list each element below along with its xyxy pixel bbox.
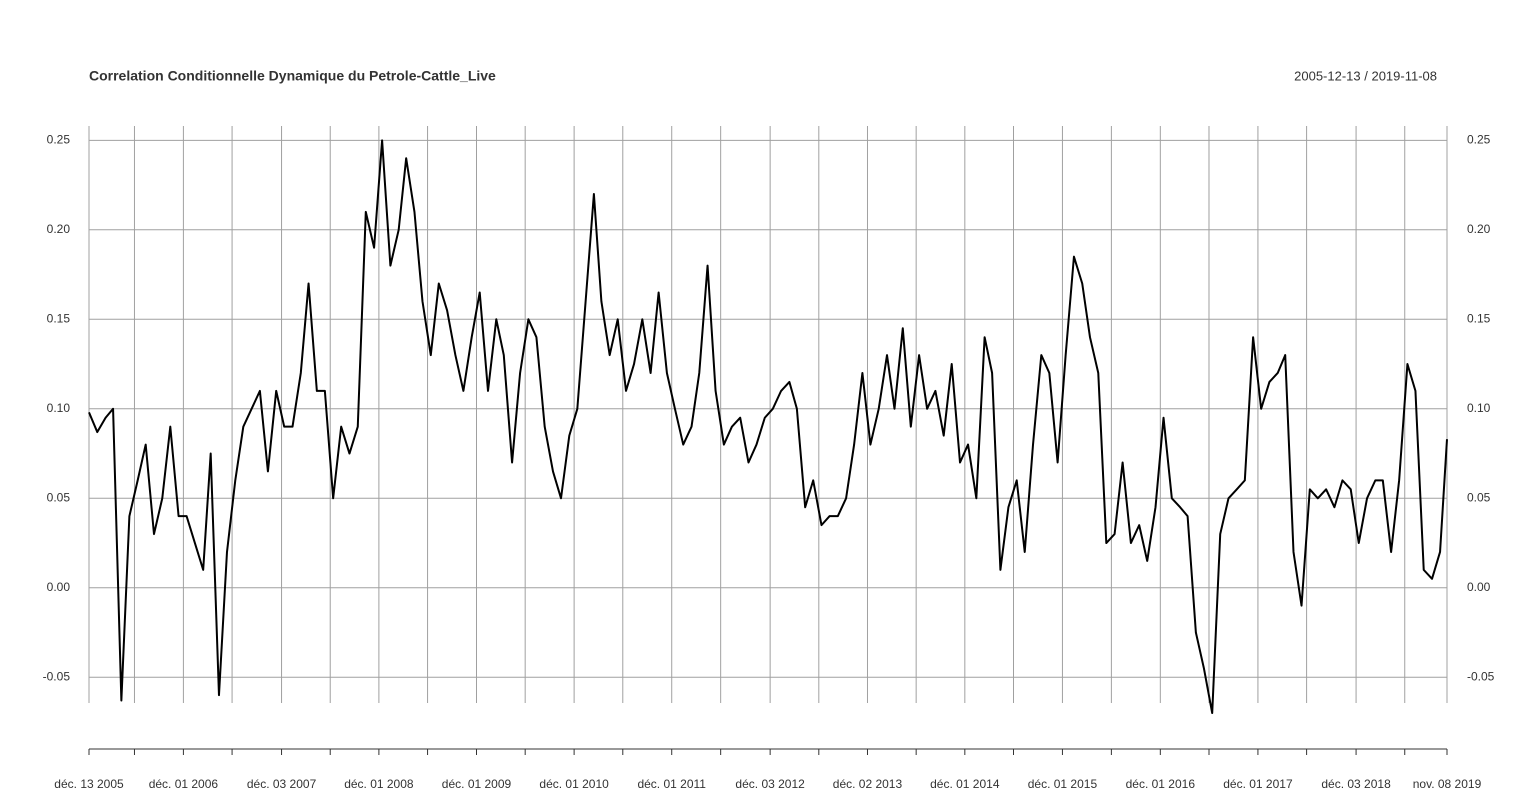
y-tick-label: 0.15 — [47, 311, 71, 325]
x-tick-label: déc. 13 2005 — [54, 777, 124, 791]
x-tick-label: déc. 01 2016 — [1126, 777, 1196, 791]
x-tick-label: déc. 03 2007 — [247, 777, 317, 791]
y-tick-label: 0.05 — [47, 490, 71, 504]
x-tick-label: déc. 01 2015 — [1028, 777, 1098, 791]
chart-subtitle: 2005-12-13 / 2019-11-08 — [1294, 68, 1437, 83]
x-tick-label: déc. 02 2013 — [833, 777, 903, 791]
y2-tick-label: 0.25 — [1467, 132, 1491, 146]
y2-tick-label: 0.00 — [1467, 580, 1491, 594]
chart-title: Correlation Conditionnelle Dynamique du … — [89, 68, 496, 84]
y-tick-label: 0.10 — [47, 401, 71, 415]
y-tick-label: 0.00 — [47, 580, 71, 594]
x-tick-label: déc. 01 2011 — [637, 777, 706, 791]
y-tick-label: -0.05 — [43, 669, 71, 683]
x-tick-label: déc. 01 2017 — [1223, 777, 1293, 791]
y2-tick-label: 0.10 — [1467, 401, 1491, 415]
x-tick-label: déc. 01 2008 — [344, 777, 414, 791]
y2-tick-label: 0.05 — [1467, 490, 1491, 504]
series-line — [88, 139, 1448, 715]
y2-tick-label: 0.15 — [1467, 311, 1491, 325]
x-tick-label: déc. 01 2006 — [149, 777, 219, 791]
x-tick-label: déc. 01 2010 — [539, 777, 609, 791]
y-tick-label: 0.25 — [47, 132, 71, 146]
x-tick-label: nov. 08 2019 — [1413, 777, 1482, 791]
y2-tick-label: -0.05 — [1467, 669, 1495, 683]
x-tick-label: déc. 01 2009 — [442, 777, 512, 791]
x-tick-label: déc. 01 2014 — [930, 777, 1000, 791]
y-tick-label: 0.20 — [47, 222, 71, 236]
x-tick-label: déc. 03 2018 — [1321, 777, 1391, 791]
x-tick-label: déc. 03 2012 — [735, 777, 805, 791]
y2-tick-label: 0.20 — [1467, 222, 1491, 236]
